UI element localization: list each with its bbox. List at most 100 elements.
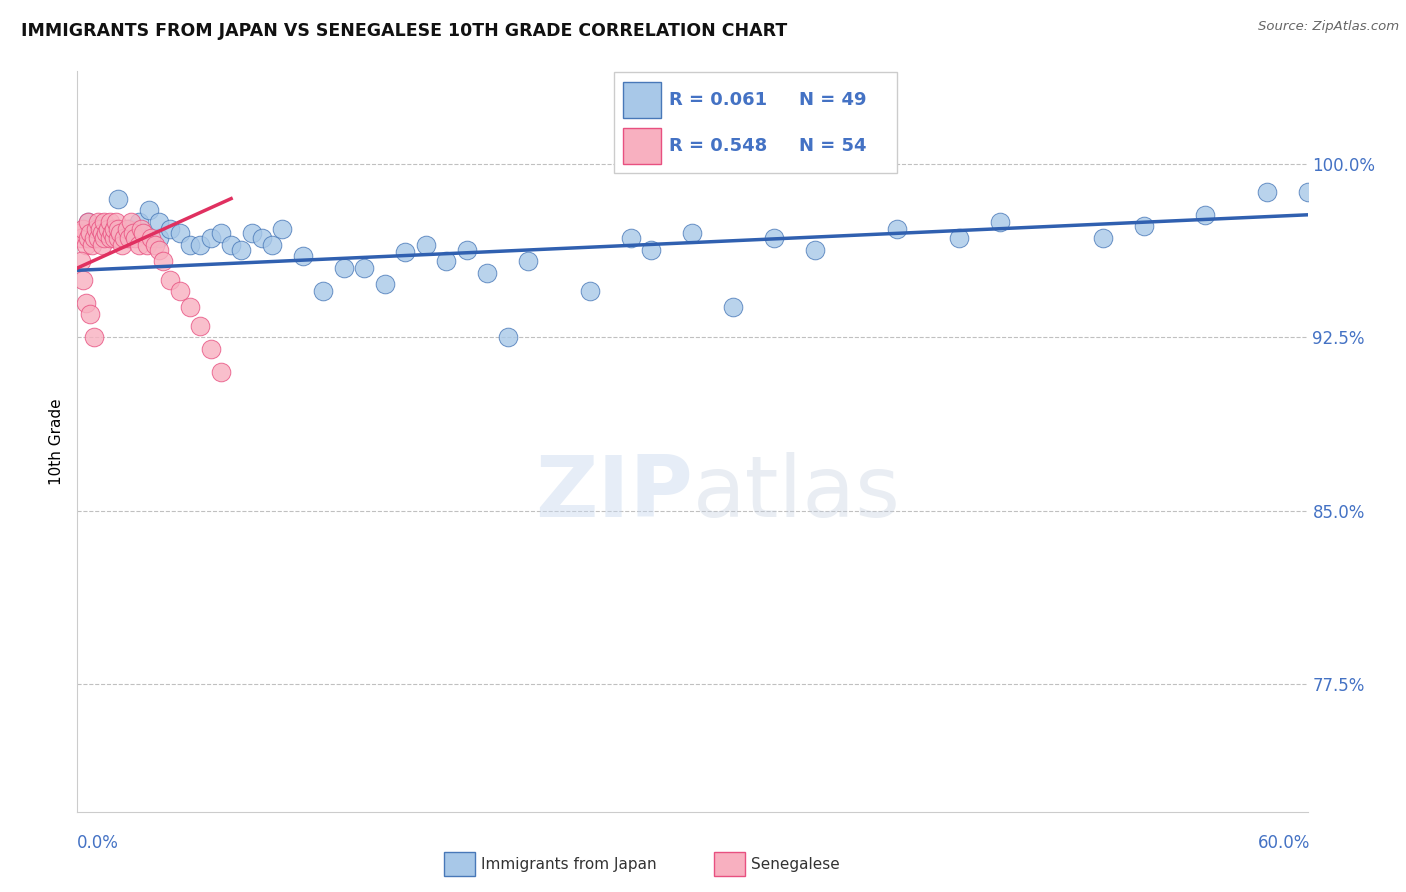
Point: [129, 221, 152, 235]
Point: [152, 254, 174, 268]
Point: [128, 238, 150, 252]
Point: [1132, 219, 1154, 234]
Point: [97, 221, 120, 235]
Point: [128, 215, 150, 229]
Point: [179, 238, 201, 252]
Point: [200, 231, 222, 245]
Point: [143, 238, 166, 252]
Point: [117, 221, 139, 235]
Y-axis label: 10th Grade: 10th Grade: [49, 398, 65, 485]
Text: Senegalese: Senegalese: [751, 857, 839, 871]
Point: [103, 231, 125, 245]
Text: Immigrants from Japan: Immigrants from Japan: [481, 857, 657, 871]
Point: [209, 227, 232, 241]
Point: [117, 231, 139, 245]
Point: [886, 221, 908, 235]
Point: [83, 330, 105, 344]
Point: [90, 227, 114, 241]
Point: [75, 238, 97, 252]
Point: [682, 227, 704, 241]
Point: [496, 330, 519, 344]
Point: [124, 231, 146, 245]
Point: [136, 238, 159, 252]
Point: [231, 243, 253, 257]
Point: [98, 215, 121, 229]
Point: [579, 284, 602, 298]
Point: [107, 227, 129, 241]
Point: [456, 243, 478, 257]
Point: [159, 221, 181, 235]
Point: [517, 254, 540, 268]
Point: [83, 231, 105, 245]
Point: [148, 215, 170, 229]
Point: [291, 250, 314, 264]
Point: [97, 221, 120, 235]
Point: [333, 260, 356, 275]
Point: [93, 231, 115, 245]
Point: [148, 231, 170, 245]
FancyBboxPatch shape: [714, 853, 745, 876]
Point: [1091, 231, 1114, 245]
Point: [1194, 208, 1216, 222]
Point: [394, 244, 416, 259]
Point: [67, 227, 90, 241]
FancyBboxPatch shape: [623, 128, 661, 163]
Point: [93, 215, 115, 229]
Point: [76, 231, 98, 245]
Point: [141, 231, 163, 245]
Point: [75, 295, 97, 310]
Point: [312, 284, 335, 298]
Point: [188, 318, 212, 333]
Point: [169, 227, 191, 241]
Point: [121, 227, 143, 241]
Point: [415, 238, 437, 252]
Point: [250, 231, 273, 245]
Point: [89, 221, 111, 235]
Point: [105, 215, 128, 229]
Point: [107, 192, 129, 206]
Point: [640, 243, 662, 257]
Text: N = 49: N = 49: [799, 91, 866, 109]
Point: [436, 254, 458, 268]
Point: [98, 231, 121, 245]
Point: [87, 219, 110, 234]
Text: 60.0%: 60.0%: [1258, 834, 1310, 852]
Point: [84, 221, 107, 235]
Point: [1256, 185, 1278, 199]
Point: [110, 227, 132, 241]
Point: [120, 215, 142, 229]
Point: [169, 284, 191, 298]
Point: [159, 272, 181, 286]
Point: [107, 221, 129, 235]
Point: [115, 221, 138, 235]
Point: [101, 227, 124, 241]
Point: [804, 243, 827, 257]
Point: [90, 238, 114, 252]
Point: [72, 221, 94, 235]
Point: [72, 272, 94, 286]
Point: [138, 203, 160, 218]
Point: [219, 238, 242, 252]
Point: [179, 301, 201, 315]
Point: [87, 215, 110, 229]
Text: R = 0.061: R = 0.061: [669, 91, 768, 109]
Point: [148, 243, 170, 257]
Point: [374, 277, 396, 292]
Text: R = 0.548: R = 0.548: [669, 136, 768, 154]
Point: [76, 215, 98, 229]
Text: ZIP: ZIP: [534, 452, 693, 535]
Text: atlas: atlas: [693, 452, 900, 535]
Point: [114, 231, 136, 245]
Point: [723, 301, 745, 315]
Point: [111, 238, 134, 252]
Text: IMMIGRANTS FROM JAPAN VS SENEGALESE 10TH GRADE CORRELATION CHART: IMMIGRANTS FROM JAPAN VS SENEGALESE 10TH…: [21, 22, 787, 40]
Point: [620, 231, 643, 245]
Point: [988, 215, 1011, 229]
FancyBboxPatch shape: [623, 82, 661, 118]
Text: Source: ZipAtlas.com: Source: ZipAtlas.com: [1258, 20, 1399, 33]
Point: [79, 227, 101, 241]
Point: [79, 307, 101, 321]
Text: 0.0%: 0.0%: [77, 834, 120, 852]
Point: [353, 260, 375, 275]
Point: [200, 342, 222, 356]
